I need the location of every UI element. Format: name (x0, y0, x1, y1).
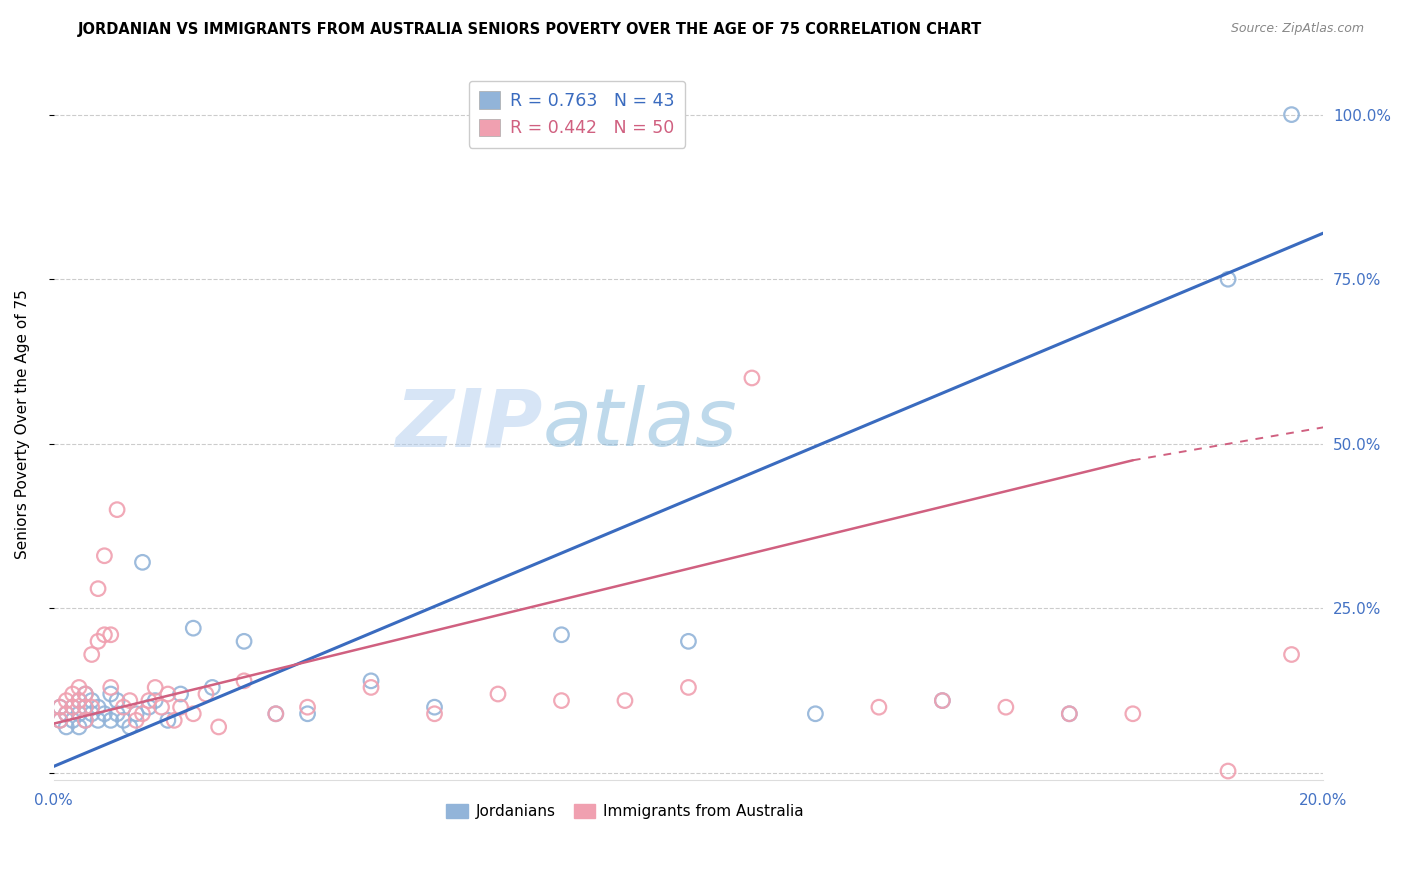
Point (87, 714, 110, 728)
Point (678, 681, 700, 695)
Point (125, 714, 148, 728)
Point (118, 720, 141, 734)
Point (67, 681, 90, 695)
Point (67, 693, 90, 707)
Point (75, 714, 97, 728)
Text: JORDANIAN VS IMMIGRANTS FROM AUSTRALIA SENIORS POVERTY OVER THE AGE OF 75 CORREL: JORDANIAN VS IMMIGRANTS FROM AUSTRALIA S… (77, 22, 981, 37)
Point (208, 720, 231, 734)
Point (143, 681, 166, 695)
Point (62, 687, 84, 701)
Point (297, 700, 319, 714)
Point (49, 714, 72, 728)
Point (67, 706, 90, 721)
Point (156, 687, 179, 701)
Point (169, 700, 191, 714)
Point (201, 681, 224, 695)
Point (264, 706, 287, 721)
Point (118, 693, 141, 707)
Point (486, 687, 509, 701)
Point (55, 720, 77, 734)
Point (169, 687, 191, 701)
Point (105, 693, 128, 707)
Point (100, 687, 122, 701)
Point (360, 681, 382, 695)
Point (297, 706, 319, 721)
Point (678, 634, 700, 648)
Point (1122, 706, 1144, 721)
Point (93, 628, 115, 642)
Point (804, 706, 827, 721)
Point (181, 706, 204, 721)
Point (75, 687, 97, 701)
Point (125, 706, 148, 721)
Point (423, 700, 446, 714)
Point (1281, 648, 1303, 662)
Point (194, 687, 217, 701)
Point (233, 673, 256, 688)
Point (156, 714, 179, 728)
Point (868, 700, 890, 714)
Point (131, 706, 153, 721)
Point (100, 681, 122, 695)
Point (1059, 706, 1081, 721)
Point (150, 700, 173, 714)
Point (360, 673, 382, 688)
Point (931, 693, 953, 707)
Point (55, 706, 77, 721)
Point (181, 621, 204, 635)
Point (93, 706, 115, 721)
Point (75, 700, 97, 714)
Point (62, 700, 84, 714)
Point (80, 700, 103, 714)
Point (613, 693, 636, 707)
Point (1281, 107, 1303, 121)
Y-axis label: Seniors Poverty Over the Age of 75: Seniors Poverty Over the Age of 75 (15, 289, 30, 559)
Point (80, 706, 103, 721)
Point (62, 700, 84, 714)
Point (550, 693, 572, 707)
Point (1059, 706, 1081, 721)
Text: ZIP: ZIP (395, 385, 543, 463)
Point (1216, 272, 1239, 286)
Point (1216, 764, 1239, 778)
Point (87, 634, 110, 648)
Legend: Jordanians, Immigrants from Australia: Jordanians, Immigrants from Australia (440, 798, 810, 825)
Point (131, 555, 153, 569)
Point (550, 628, 572, 642)
Point (67, 693, 90, 707)
Point (49, 700, 72, 714)
Point (163, 714, 186, 728)
Point (67, 720, 90, 734)
Point (741, 371, 763, 385)
Point (233, 634, 256, 648)
Point (138, 700, 160, 714)
Point (931, 693, 953, 707)
Point (105, 502, 128, 516)
Point (75, 714, 97, 728)
Point (264, 706, 287, 721)
Point (100, 628, 122, 642)
Point (62, 714, 84, 728)
Point (423, 706, 446, 721)
Point (55, 706, 77, 721)
Point (49, 714, 72, 728)
Point (93, 549, 115, 563)
Point (143, 693, 166, 707)
Point (55, 693, 77, 707)
Text: Source: ZipAtlas.com: Source: ZipAtlas.com (1230, 22, 1364, 36)
Point (100, 714, 122, 728)
Point (994, 700, 1017, 714)
Text: atlas: atlas (543, 385, 737, 463)
Point (105, 706, 128, 721)
Point (80, 648, 103, 662)
Point (87, 582, 110, 596)
Point (80, 693, 103, 707)
Point (112, 700, 135, 714)
Point (75, 700, 97, 714)
Point (87, 700, 110, 714)
Point (138, 693, 160, 707)
Point (75, 687, 97, 701)
Point (49, 700, 72, 714)
Point (112, 714, 135, 728)
